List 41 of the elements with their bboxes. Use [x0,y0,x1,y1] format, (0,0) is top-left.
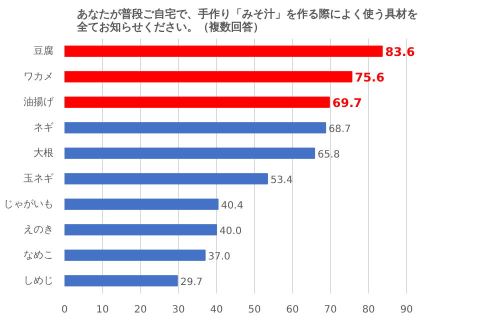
y-tick-label: 玉ネギ [24,172,54,184]
y-tick-label: ネギ [34,121,54,134]
bar [64,275,178,286]
x-tick-label: 70 [324,304,337,316]
y-tick-label: 油揚げ [24,96,54,108]
x-tick-label: 20 [134,304,147,316]
data-label: 65.8 [318,149,340,160]
data-label: 69.7 [332,96,362,110]
data-label: 37.0 [208,251,230,262]
data-label: 83.6 [385,44,415,59]
x-tick-label: 50 [248,304,261,316]
data-label: 40.0 [220,226,242,237]
x-tick-label: 40 [210,304,223,316]
bar [64,224,218,236]
data-label: 53.4 [270,174,293,186]
bar [64,122,326,134]
y-tick-label: じゃがいも [4,198,54,210]
chart-title: あなたが普段ご自宅で、手作り「みそ汁」を作る際によく使う具材を全てお知らせください。（複数回答） [76,8,418,34]
x-tick-label: 10 [96,304,109,316]
y-tick-label: ワカメ [24,71,54,82]
bar [64,250,206,261]
data-label: 40.4 [221,200,244,212]
bar [64,71,352,82]
bar [64,46,383,57]
bar [64,198,219,210]
y-tick-label: えのき [24,224,54,236]
x-tick-label: 90 [400,304,413,316]
data-label: 29.7 [180,276,203,288]
y-tick-label: なめこ [24,250,54,261]
x-tick-label: 80 [362,304,375,316]
x-tick-label: 30 [172,304,185,316]
y-tick-label: 豆腐 [34,44,54,57]
data-label: 75.6 [354,70,384,84]
x-tick-label: 60 [286,304,299,316]
bar [64,148,316,159]
data-label: 68.7 [328,124,351,135]
bar [64,173,268,184]
y-tick-label: 大根 [34,146,54,159]
y-tick-label: しめじ [24,275,54,286]
bar [64,96,330,108]
x-tick-label: 0 [61,304,68,316]
